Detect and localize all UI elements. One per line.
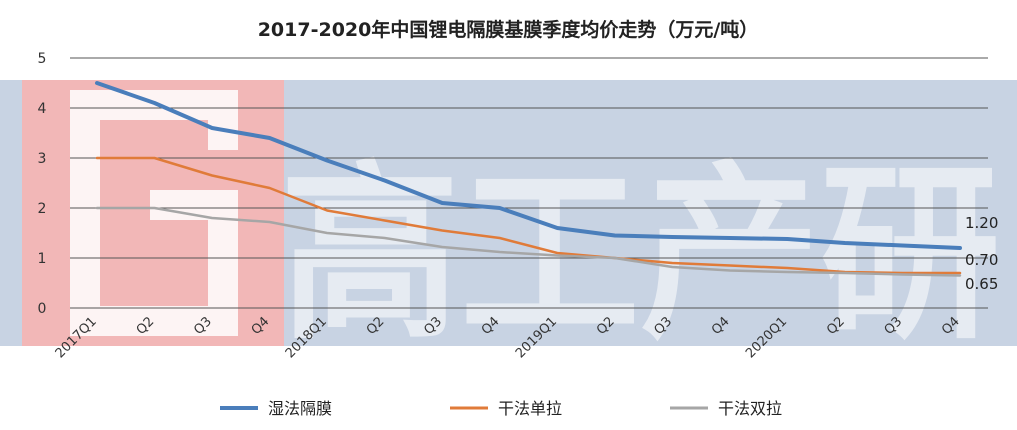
y-tick-label: 0	[38, 301, 47, 317]
y-tick-label: 5	[38, 51, 47, 67]
series-lines	[95, 81, 962, 277]
y-tick-label: 2	[38, 201, 47, 217]
end-value-label: 0.65	[965, 275, 998, 293]
legend-label: 湿法隔膜	[268, 399, 332, 418]
end-labels: 1.20 0.70 0.65	[965, 214, 998, 293]
y-tick-label: 1	[38, 251, 47, 267]
series-line-1	[95, 81, 962, 250]
watermark-logo	[22, 80, 284, 346]
y-tick-label: 3	[38, 151, 47, 167]
legend: 湿法隔膜 干法单拉 干法双拉	[220, 399, 782, 418]
y-axis: 0 1 2 3 4 5	[38, 51, 47, 317]
chart-title: 2017-2020年中国锂电隔膜基膜季度均价走势（万元/吨）	[258, 18, 759, 41]
series-line-2	[95, 156, 962, 275]
end-value-label: 1.20	[965, 214, 998, 232]
series-line-3	[95, 206, 962, 277]
legend-label: 干法单拉	[498, 399, 562, 418]
legend-label: 干法双拉	[718, 399, 782, 418]
grid-lines	[70, 57, 988, 309]
y-tick-label: 4	[38, 101, 47, 117]
end-value-label: 0.70	[965, 251, 998, 269]
watermark-text: 高工产研	[280, 144, 1000, 365]
